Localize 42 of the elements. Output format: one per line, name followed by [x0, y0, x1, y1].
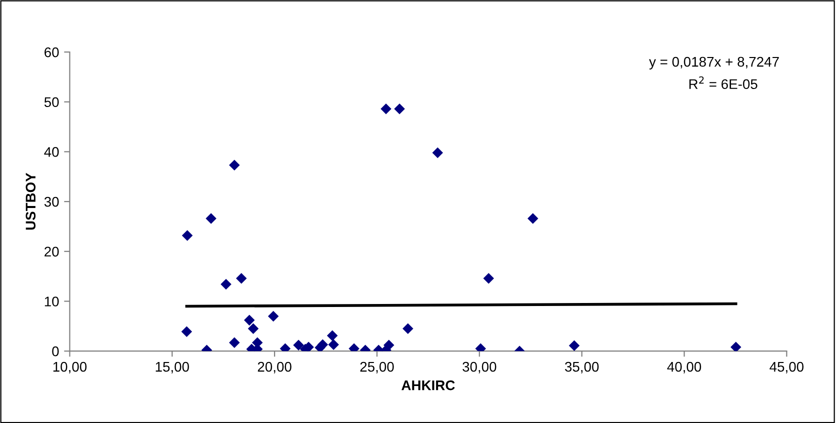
point: [568, 340, 580, 351]
annotation: R$^{2}$ = 6E-05: [689, 76, 758, 90]
y-tick-label: 20: [44, 246, 59, 257]
point: [383, 340, 394, 350]
x-tick-label: 40,00: [667, 362, 702, 374]
point: [432, 147, 443, 158]
point: [394, 103, 405, 114]
x-tick-label: 15,00: [156, 362, 189, 374]
point: [236, 272, 247, 284]
point: [483, 272, 494, 284]
point: [293, 340, 304, 350]
x-tick-label: 20,00: [258, 362, 292, 374]
y-axis-title: USTBOY: [26, 172, 36, 230]
y-tick-label: 0: [52, 346, 59, 356]
point: [326, 330, 338, 342]
point: [182, 230, 193, 241]
annotation: y = 0,0187x + 8,7247: [649, 56, 779, 70]
x-tick-label: 45,00: [770, 362, 804, 374]
point: [181, 326, 192, 338]
point: [220, 278, 232, 290]
y-tick-label: 30: [44, 196, 59, 207]
y-tick-label: 50: [44, 97, 59, 108]
x-tick-label: 30,00: [462, 362, 496, 374]
point: [268, 310, 279, 322]
x-tick-label: 25,00: [360, 362, 394, 374]
point: [402, 323, 414, 334]
point: [527, 213, 538, 224]
point: [244, 314, 255, 326]
y-tick-label: 60: [44, 47, 59, 58]
x-tick-label: 10,00: [53, 362, 87, 374]
point: [248, 323, 259, 334]
x-tick-label: 35,00: [564, 362, 599, 374]
point: [328, 339, 339, 350]
y-tick-label: 40: [44, 147, 59, 157]
point: [206, 213, 216, 224]
point: [380, 103, 392, 114]
y-tick-label: 10: [44, 296, 59, 306]
point: [229, 160, 240, 171]
x-axis-title: AHKIRC: [402, 380, 455, 390]
point: [317, 339, 328, 350]
point: [730, 342, 742, 352]
point: [229, 337, 240, 348]
